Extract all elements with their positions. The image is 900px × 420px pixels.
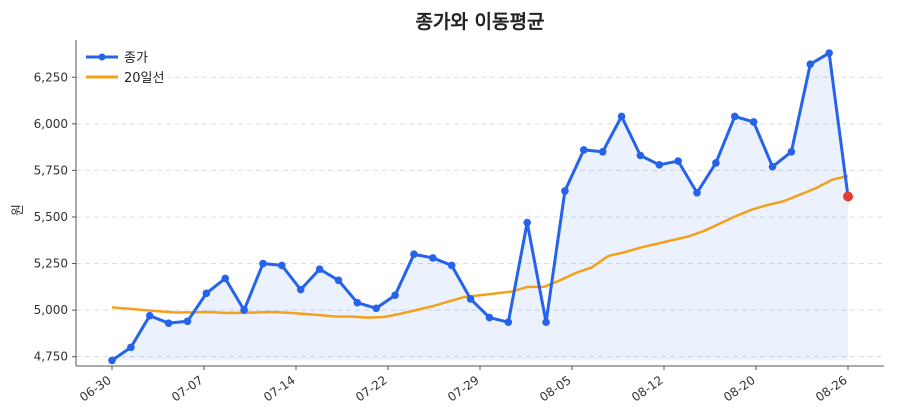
close-point xyxy=(542,318,550,327)
close-last-point xyxy=(843,191,853,202)
close-point xyxy=(391,291,399,300)
close-series xyxy=(108,49,853,365)
close-point xyxy=(127,343,135,352)
close-point xyxy=(296,285,305,294)
close-point xyxy=(202,289,211,298)
y-axis-label: 원 xyxy=(11,204,26,216)
legend-close-label: 종가 xyxy=(124,51,148,66)
close-point xyxy=(749,118,758,126)
legend-close-marker xyxy=(98,53,106,61)
close-point xyxy=(372,304,381,313)
x-tick-label: 07-29 xyxy=(445,373,482,404)
close-point xyxy=(240,306,248,314)
x-tick-label: 08-05 xyxy=(537,373,574,404)
close-point xyxy=(674,157,682,165)
y-axis-ticks: 4,750 5,000 5,250 5,500 5,750 6,000 6,250 xyxy=(34,70,76,364)
x-tick-label: 08-26 xyxy=(813,373,850,404)
close-point xyxy=(523,218,531,227)
y-tick-label: 4,750 xyxy=(34,350,68,364)
x-axis-ticks: 06-30 07-07 07-14 07-22 07-29 08-05 08-12 08-20… xyxy=(77,366,850,404)
ma-series xyxy=(111,174,849,319)
close-point xyxy=(429,254,437,262)
close-point xyxy=(145,311,154,320)
axes xyxy=(75,40,884,367)
y-tick-label: 6,250 xyxy=(34,70,68,84)
close-fill xyxy=(112,53,848,361)
close-point xyxy=(221,274,230,283)
close-area xyxy=(112,53,848,361)
ma-line xyxy=(111,174,849,319)
close-point xyxy=(259,259,267,268)
close-point xyxy=(334,276,343,285)
x-tick-label: 07-07 xyxy=(169,373,206,404)
close-point xyxy=(164,319,173,327)
close-point xyxy=(108,356,116,365)
x-tick-label: 08-12 xyxy=(629,373,666,404)
close-point xyxy=(561,187,569,195)
chart-title: 종가와 이동평균 xyxy=(416,11,545,33)
legend: 종가 20일선 xyxy=(80,44,168,90)
x-tick-label: 07-22 xyxy=(353,373,390,404)
y-tick-label: 5,250 xyxy=(34,257,68,271)
close-point xyxy=(315,265,324,273)
close-point xyxy=(787,147,796,156)
close-line xyxy=(111,51,850,362)
x-tick-label: 08-20 xyxy=(721,373,758,404)
y-tick-label: 6,000 xyxy=(34,117,68,131)
close-point xyxy=(598,147,607,156)
close-point xyxy=(768,162,777,171)
close-point xyxy=(466,295,475,303)
x-tick-label: 06-30 xyxy=(77,373,114,404)
close-point xyxy=(183,317,192,326)
close-point xyxy=(278,261,286,270)
close-point xyxy=(353,298,362,307)
close-point xyxy=(447,261,456,270)
close-point xyxy=(504,318,513,327)
close-point xyxy=(825,49,833,57)
y-tick-label: 5,000 xyxy=(34,303,68,317)
close-point xyxy=(693,188,701,197)
close-point xyxy=(579,146,588,154)
close-point xyxy=(806,60,815,69)
y-tick-label: 5,500 xyxy=(34,210,68,224)
close-point xyxy=(485,313,494,322)
legend-ma-label: 20일선 xyxy=(124,71,164,86)
y-tick-label: 5,750 xyxy=(34,163,68,177)
close-point xyxy=(410,250,418,259)
x-tick-label: 07-14 xyxy=(261,373,298,404)
close-point xyxy=(712,159,720,167)
close-point xyxy=(636,151,645,160)
close-point xyxy=(730,112,739,121)
close-point xyxy=(655,161,664,169)
close-point xyxy=(617,112,626,121)
